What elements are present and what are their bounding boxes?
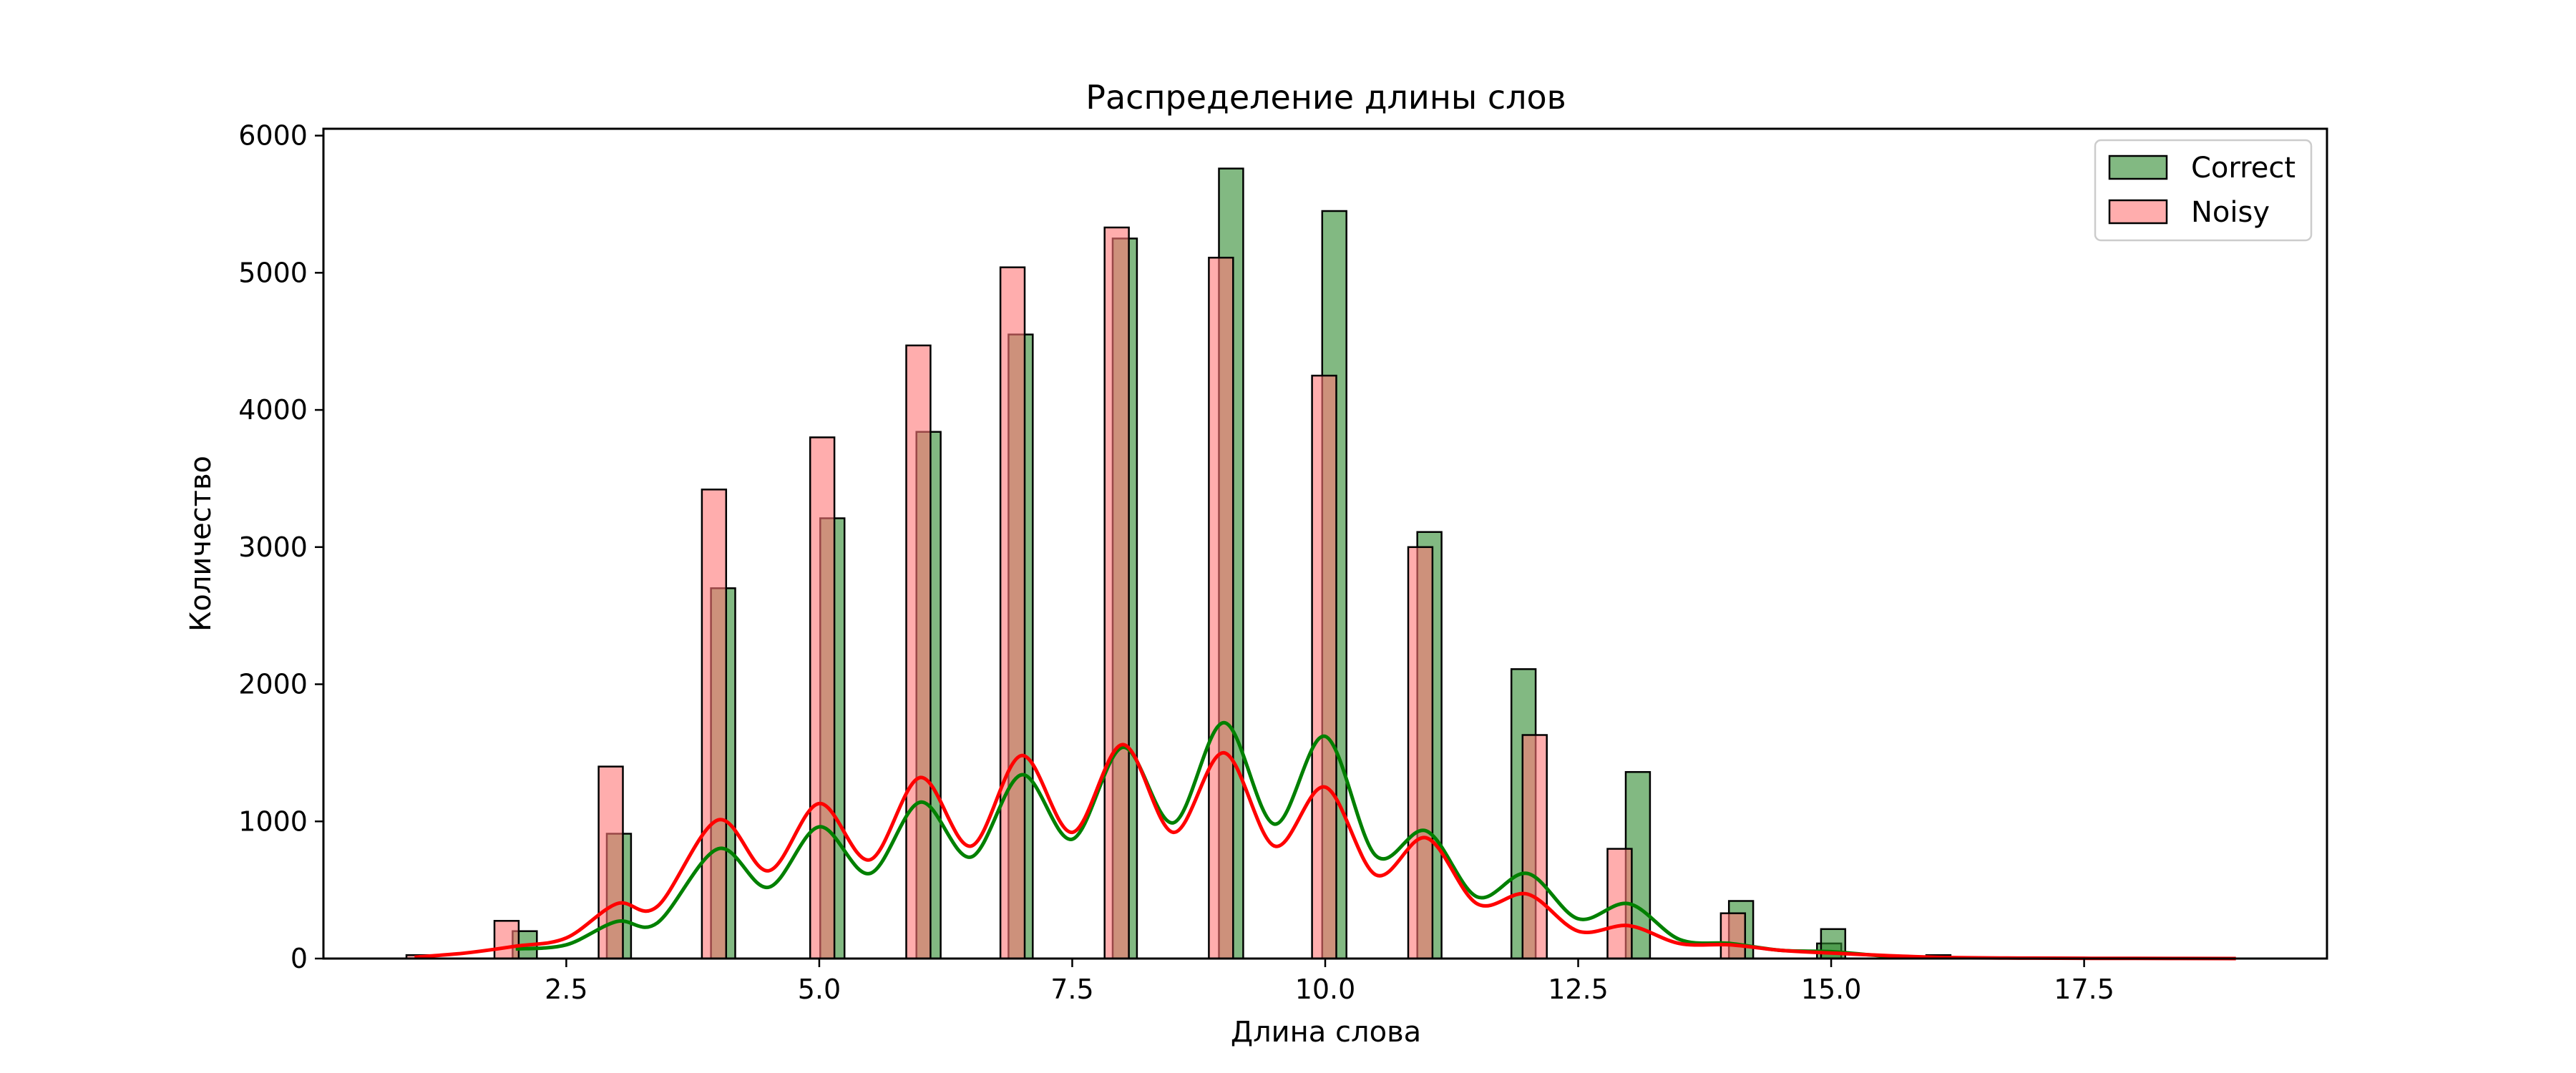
kde-layer bbox=[414, 720, 2236, 961]
y-axis: 0 1000 2000 3000 4000 5000 6000 bbox=[238, 120, 323, 974]
legend-swatch-correct bbox=[2108, 155, 2168, 180]
bar-noisy-9 bbox=[1311, 374, 1337, 960]
bars-layer bbox=[405, 167, 1952, 960]
legend-label-correct: Correct bbox=[2191, 152, 2296, 185]
legend-swatch-noisy bbox=[2108, 199, 2168, 225]
kde-curve-noisy bbox=[414, 743, 2236, 961]
x-tick-label: 5.0 bbox=[798, 974, 841, 1005]
x-tick-label: 15.0 bbox=[1801, 974, 1862, 1005]
bar-noisy-8 bbox=[1208, 256, 1234, 960]
y-tick-label: 3000 bbox=[238, 531, 308, 563]
bar-noisy-5 bbox=[905, 344, 932, 960]
chart-title: Распределение длины слов bbox=[1085, 78, 1566, 117]
x-tick-label: 17.5 bbox=[2054, 974, 2114, 1005]
bar-noisy-2 bbox=[597, 765, 624, 960]
legend: Correct Noisy bbox=[2094, 139, 2313, 242]
y-tick-label: 4000 bbox=[238, 394, 308, 426]
y-tick-label: 2000 bbox=[238, 669, 308, 700]
bar-noisy-6 bbox=[999, 266, 1026, 960]
y-tick-label: 5000 bbox=[238, 257, 308, 288]
y-axis-label: Количество bbox=[185, 456, 218, 632]
x-axis: 2.5 5.0 7.5 10.0 12.5 15.0 17.5 bbox=[545, 959, 2114, 1005]
x-tick-label: 2.5 bbox=[545, 974, 587, 1005]
bar-noisy-4 bbox=[809, 436, 836, 960]
bar-noisy-7 bbox=[1103, 226, 1130, 960]
kde-curve-correct bbox=[515, 720, 1933, 960]
x-tick-label: 12.5 bbox=[1548, 974, 1609, 1005]
x-tick-label: 7.5 bbox=[1050, 974, 1093, 1005]
x-axis-label: Длина слова bbox=[1231, 1016, 1421, 1049]
legend-label-noisy: Noisy bbox=[2191, 196, 2270, 229]
bar-noisy-3 bbox=[701, 489, 728, 960]
y-tick-label: 1000 bbox=[238, 805, 308, 837]
bar-noisy-11 bbox=[1521, 734, 1548, 960]
bar-noisy-13 bbox=[1719, 912, 1747, 960]
bar-noisy-10 bbox=[1407, 546, 1434, 960]
x-tick-label: 10.0 bbox=[1295, 974, 1356, 1005]
y-tick-label: 6000 bbox=[238, 120, 308, 152]
bar-noisy-1 bbox=[493, 920, 520, 960]
y-tick-label: 0 bbox=[291, 943, 308, 974]
